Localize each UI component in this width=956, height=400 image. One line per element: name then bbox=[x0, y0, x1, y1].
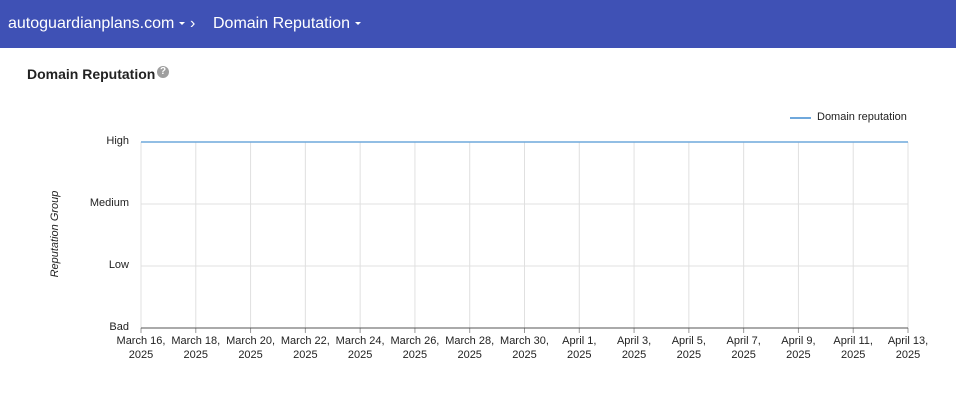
top-bar: autoguardianplans.com › Domain Reputatio… bbox=[0, 0, 956, 48]
y-tick-label: Bad bbox=[109, 321, 129, 333]
x-tick-label: April 1, 2025 bbox=[562, 335, 597, 361]
x-tick-label: April 13, 2025 bbox=[887, 335, 929, 361]
page-title: Domain Reputation bbox=[27, 66, 156, 82]
y-tick-label: Low bbox=[108, 259, 129, 271]
x-tick-label: April 3, 2025 bbox=[616, 335, 652, 361]
x-tick-label: March 16, 2025 bbox=[116, 335, 166, 361]
domain-selector[interactable]: autoguardianplans.com bbox=[8, 15, 186, 33]
x-tick-label: March 18, 2025 bbox=[171, 335, 221, 361]
section-selector[interactable]: Domain Reputation bbox=[213, 15, 361, 33]
x-tick-label: March 30, 2025 bbox=[500, 335, 549, 361]
y-tick-label: High bbox=[106, 135, 129, 147]
y-axis-label: Reputation Group bbox=[49, 190, 61, 278]
x-tick-label: March 26, 2025 bbox=[390, 335, 440, 361]
x-tick-label: March 24, 2025 bbox=[335, 335, 385, 361]
x-tick-label: April 11, 2025 bbox=[833, 335, 873, 361]
domain-name[interactable]: autoguardianplans.com bbox=[8, 15, 175, 32]
chevron: › bbox=[190, 15, 196, 32]
legend-label: Domain reputation bbox=[817, 111, 907, 123]
x-tick-label: April 5, 2025 bbox=[671, 335, 706, 361]
x-tick-label: April 7, 2025 bbox=[726, 335, 761, 361]
section-name[interactable]: Domain Reputation bbox=[213, 15, 350, 32]
x-tick-label: March 20, 2025 bbox=[226, 335, 276, 361]
x-tick-label: April 9, 2025 bbox=[781, 335, 816, 361]
y-tick-label: Medium bbox=[89, 197, 129, 209]
x-tick-label: March 28, 2025 bbox=[445, 335, 495, 361]
x-tick-label: March 22, 2025 bbox=[280, 335, 330, 361]
help-icon[interactable]: ? bbox=[157, 66, 169, 78]
